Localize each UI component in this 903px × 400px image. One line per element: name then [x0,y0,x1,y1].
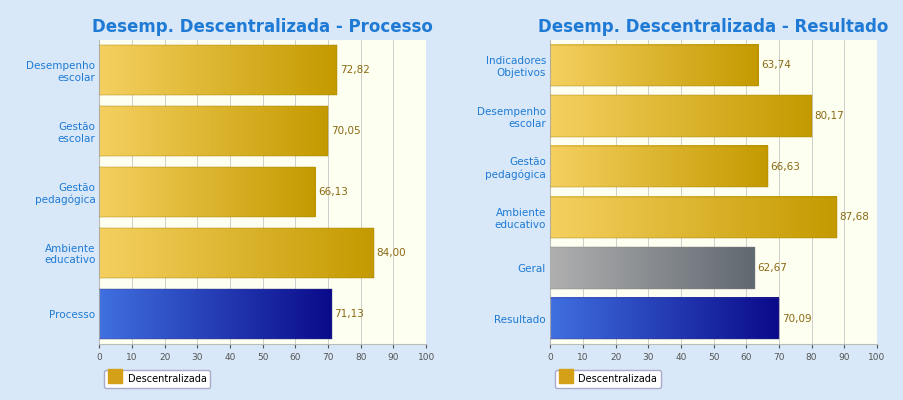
Text: 63,74: 63,74 [760,60,790,70]
Text: 71,13: 71,13 [334,309,364,318]
Bar [99,289,331,338]
Bar [99,228,374,278]
Bar [99,46,337,95]
Bar [550,44,758,86]
Bar [550,95,811,137]
Bar [550,247,754,289]
Text: 70,09: 70,09 [781,314,811,324]
Bar [550,196,835,238]
Text: 84,00: 84,00 [376,248,405,258]
Bar [550,298,778,340]
Title: Desemp. Descentralizada - Resultado: Desemp. Descentralizada - Resultado [538,18,888,36]
Bar [99,106,328,156]
Text: 62,67: 62,67 [757,263,787,273]
Text: 87,68: 87,68 [838,212,868,222]
Bar [550,146,767,188]
Text: 80,17: 80,17 [814,111,843,121]
Text: 72,82: 72,82 [340,65,369,75]
Text: 66,13: 66,13 [318,187,348,197]
Text: 66,63: 66,63 [769,162,799,172]
Legend: Descentralizada: Descentralizada [554,370,660,388]
Title: Desemp. Descentralizada - Processo: Desemp. Descentralizada - Processo [92,18,433,36]
Bar [99,167,315,217]
Legend: Descentralizada: Descentralizada [104,370,210,388]
Text: 70,05: 70,05 [330,126,360,136]
